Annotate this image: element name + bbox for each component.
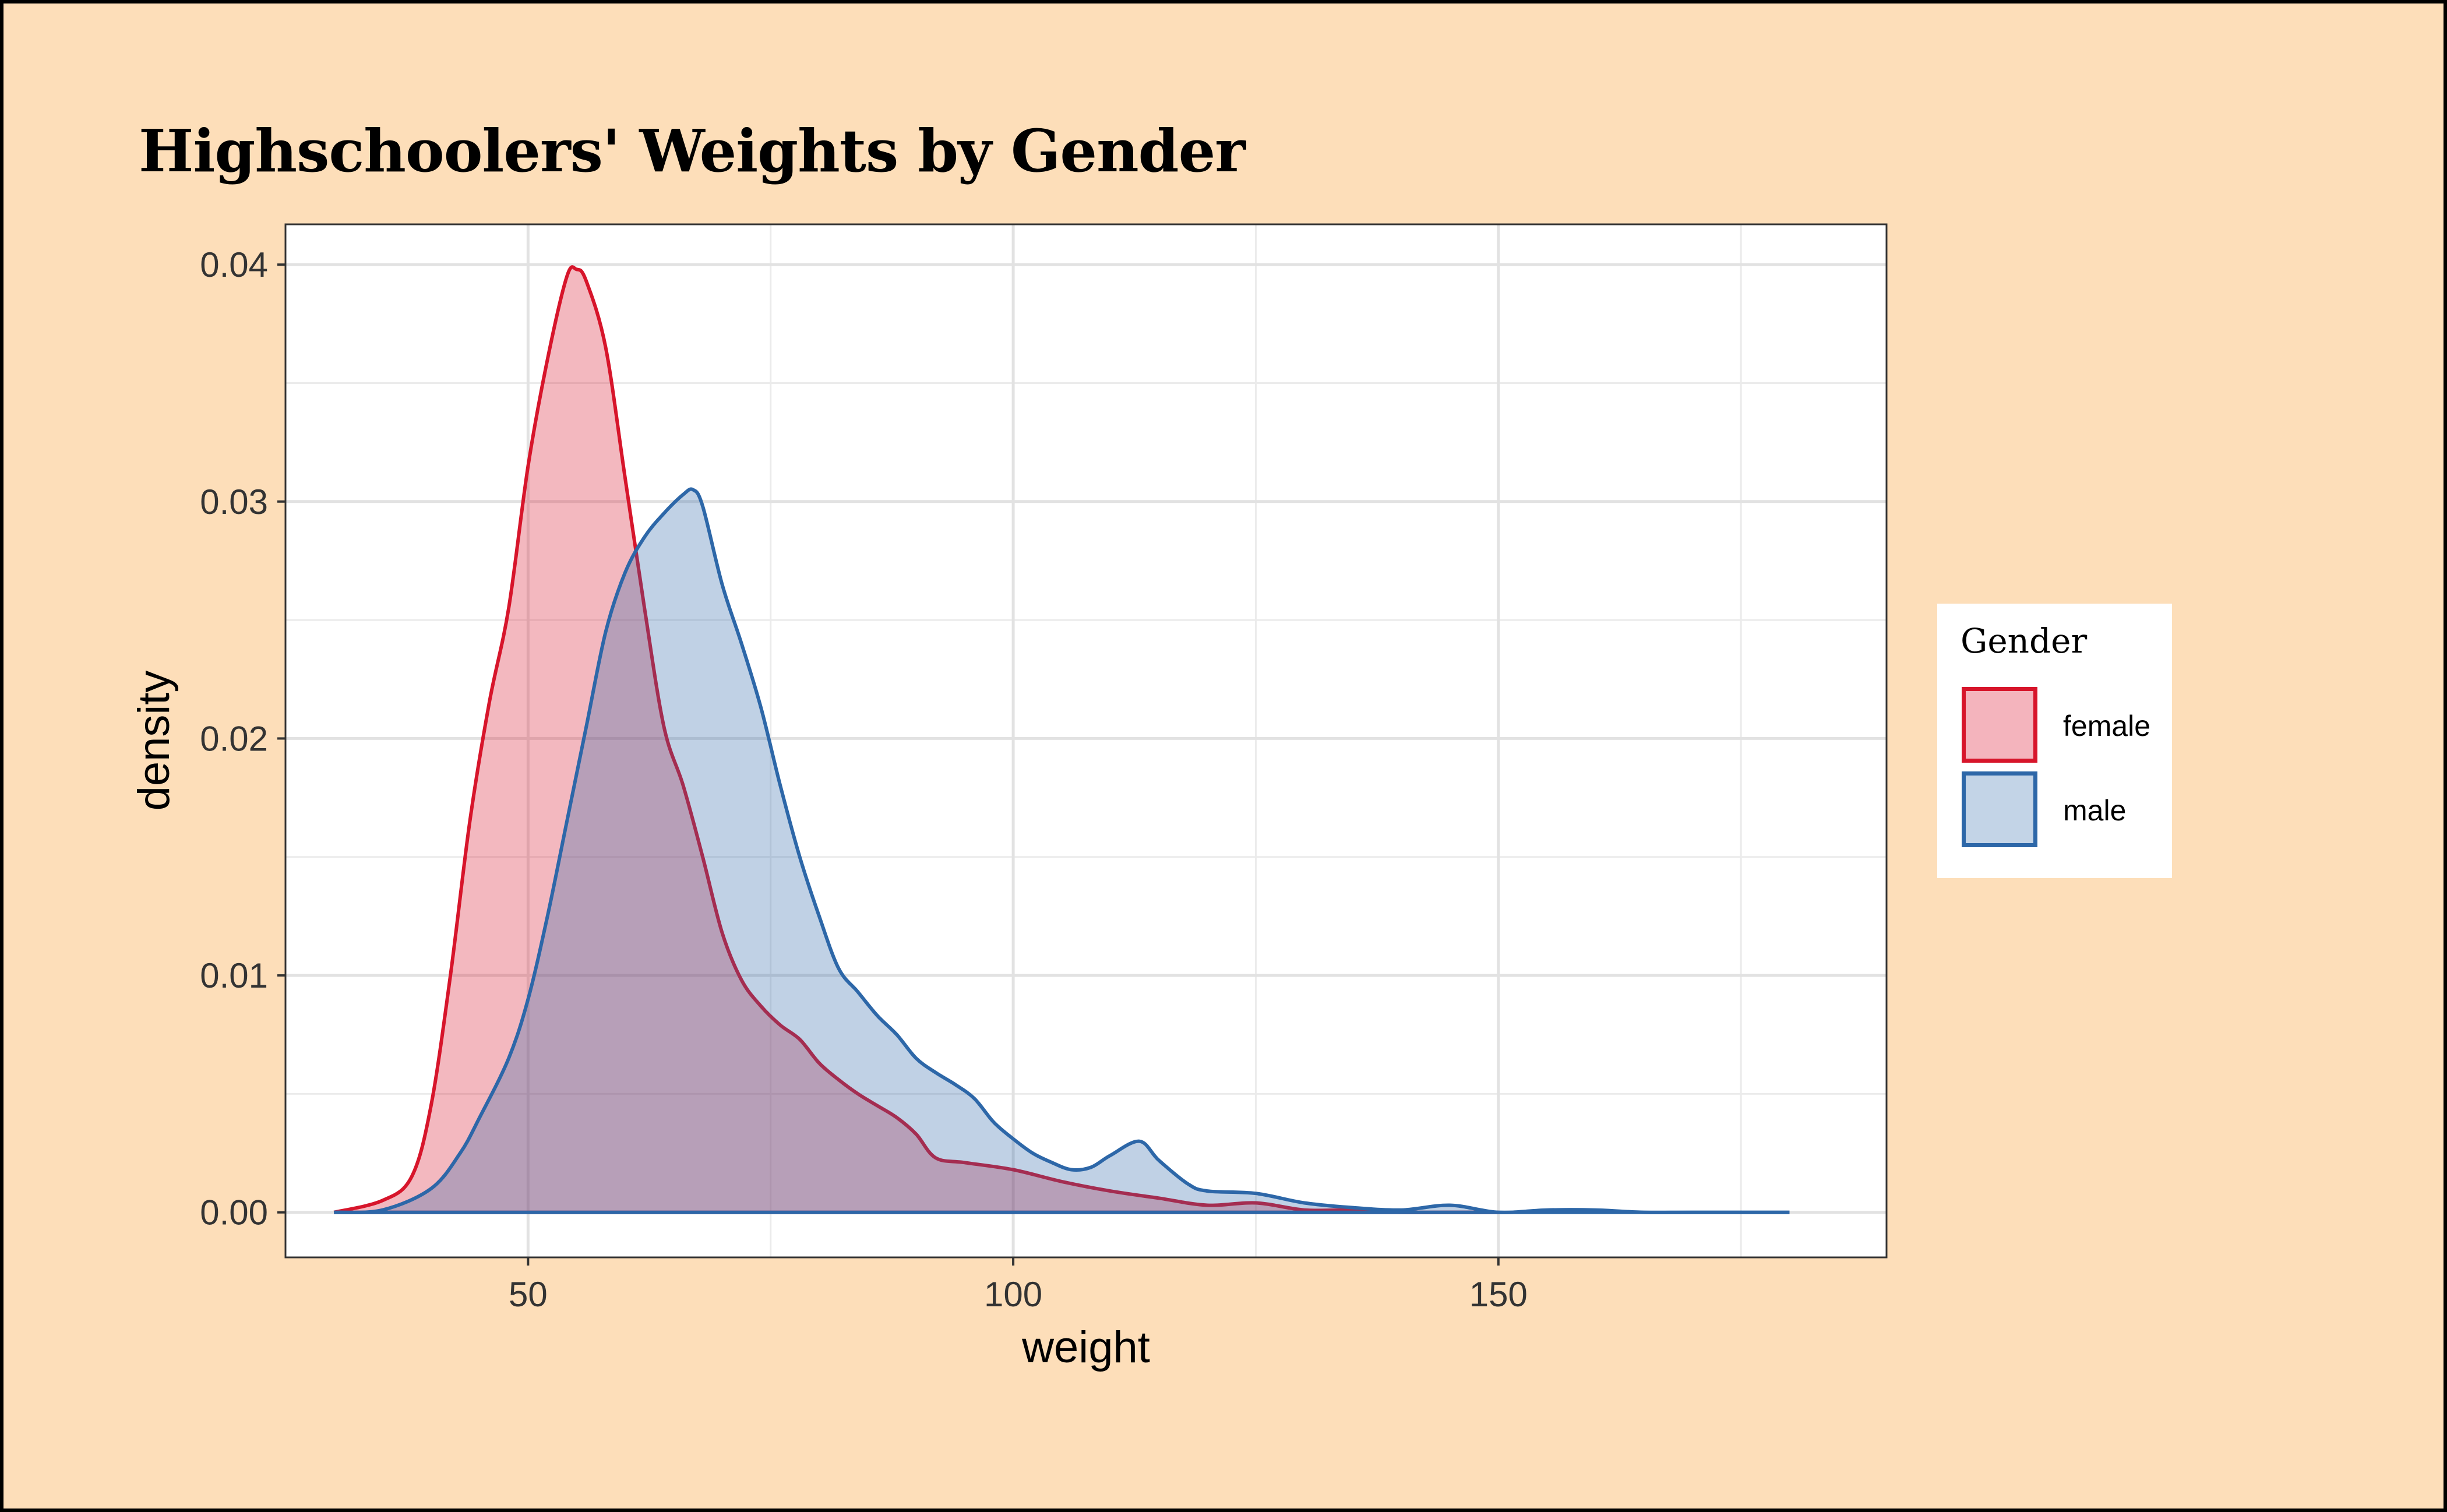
series-line-female: [333, 265, 1498, 1215]
density-series: [333, 265, 1790, 1215]
series-area-male: [334, 489, 1790, 1213]
y-tick-label: 0.02: [200, 719, 268, 758]
legend-key-male: [1962, 771, 2037, 847]
x-axis-title: weight: [1021, 1323, 1150, 1372]
plot-panel: [285, 224, 1887, 1257]
x-tick-label: 50: [509, 1275, 548, 1314]
x-axis: 50 100 150: [509, 1257, 1528, 1314]
x-tick-label: 150: [1469, 1275, 1528, 1314]
y-axis-title: density: [129, 671, 179, 811]
legend-item-male: male: [1962, 771, 2160, 852]
y-tick-label: 0.04: [200, 245, 268, 284]
y-tick-label: 0.01: [200, 956, 268, 995]
y-axis: 0.00 0.01 0.02 0.03 0.04: [200, 245, 285, 1232]
legend: Gender female male: [1937, 604, 2172, 878]
y-tick-label: 0.03: [200, 482, 268, 521]
legend-label-female: female: [2063, 710, 2151, 742]
legend-key-female: [1962, 687, 2037, 763]
legend-item-female: female: [1962, 687, 2160, 767]
legend-label-male: male: [2063, 794, 2127, 827]
x-tick-label: 100: [984, 1275, 1042, 1314]
series-area-female: [334, 267, 1498, 1213]
series-line-male: [334, 487, 1790, 1215]
y-tick-label: 0.00: [200, 1193, 268, 1232]
legend-title: Gender: [1961, 621, 2088, 661]
chart-title: Highschoolers' Weights by Gender: [139, 117, 1246, 185]
plot-border: [284, 223, 1888, 1259]
